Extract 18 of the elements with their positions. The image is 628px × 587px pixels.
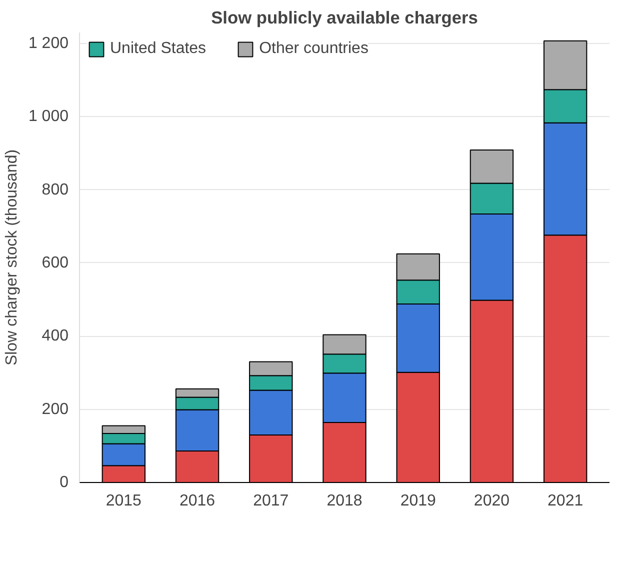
y-tick-label: 400 bbox=[42, 328, 69, 345]
x-tick-label: 2020 bbox=[474, 492, 510, 510]
x-tick-label: 2015 bbox=[106, 492, 142, 510]
legend-label: United States bbox=[110, 40, 206, 58]
x-tick-label: 2019 bbox=[400, 492, 436, 510]
legend-label: Other countries bbox=[259, 40, 368, 58]
x-tick-label: 2018 bbox=[326, 492, 362, 510]
y-tick-label: 600 bbox=[42, 254, 69, 272]
x-tick-label: 2016 bbox=[179, 492, 216, 510]
y-tick-label: 1 000 bbox=[28, 108, 69, 126]
y-tick-label: 0 bbox=[60, 474, 69, 491]
chart-title: Slow publicly available chargers bbox=[211, 8, 478, 28]
x-tick-label: 2017 bbox=[253, 492, 289, 510]
y-tick-label: 200 bbox=[42, 400, 69, 418]
y-tick-label: 800 bbox=[42, 181, 69, 198]
x-tick-label: 2021 bbox=[548, 492, 584, 510]
y-axis-title: Slow charger stock (thousand) bbox=[3, 149, 20, 366]
y-tick-label: 1 200 bbox=[28, 34, 69, 52]
